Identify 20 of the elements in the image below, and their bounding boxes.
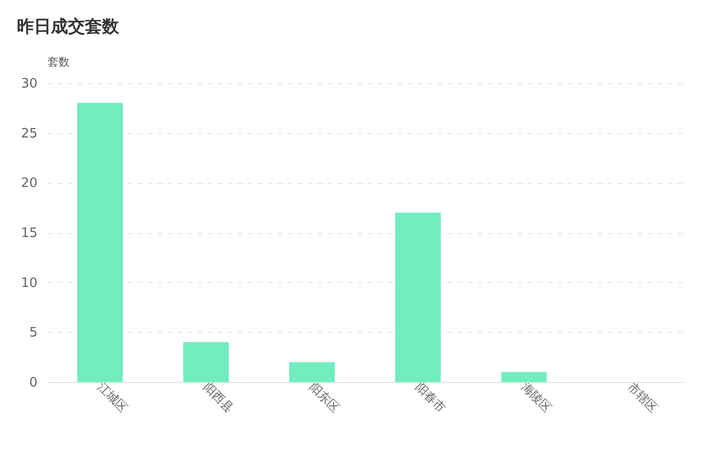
y-tick-label: 25: [20, 126, 38, 142]
bar: [501, 372, 547, 382]
y-tick-label: 5: [29, 326, 38, 341]
bar: [183, 342, 229, 382]
x-tick-label: 海陵区: [519, 380, 554, 415]
y-tick-label: 20: [20, 176, 38, 192]
y-tick-label: 30: [20, 76, 38, 92]
y-axis-title: 套数: [48, 56, 70, 68]
x-tick-label: 江城区: [95, 380, 130, 415]
chart-title: 昨日成交套数: [17, 17, 120, 37]
y-tick-label: 0: [29, 376, 38, 390]
x-tick-label: 阳西县: [201, 380, 236, 415]
x-tick-label: 阳春市: [413, 380, 448, 415]
bar: [77, 102, 123, 382]
bar: [289, 362, 335, 382]
bar: [395, 212, 441, 382]
y-tick-label: 15: [20, 226, 38, 241]
x-tick-label: 市辖区: [625, 380, 660, 415]
x-tick-label: 阳东区: [307, 380, 342, 415]
y-tick-label: 10: [20, 276, 38, 291]
